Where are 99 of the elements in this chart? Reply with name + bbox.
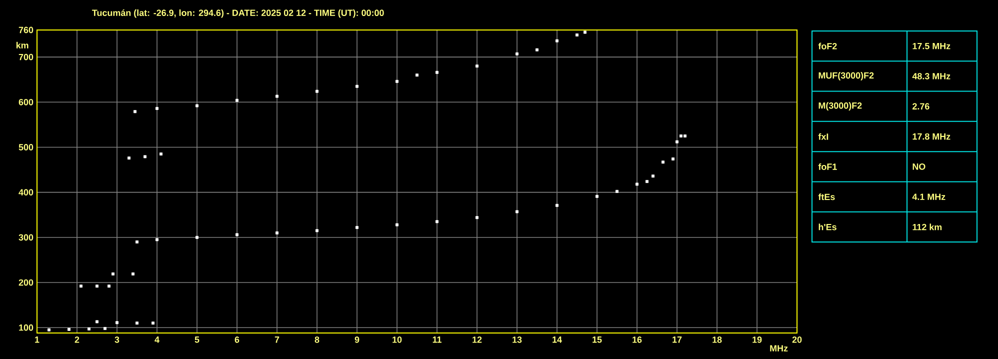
x-tick-label: 19: [752, 336, 762, 343]
point: [48, 328, 50, 332]
point: [196, 236, 198, 239]
point: [436, 220, 439, 224]
x-tick-label: 6: [234, 336, 240, 343]
point: [276, 94, 278, 98]
text: NO: [912, 163, 926, 170]
point: [160, 152, 162, 156]
point: [236, 98, 238, 102]
point: [684, 134, 687, 138]
x-tick-label: 13: [512, 336, 522, 343]
point: [128, 156, 130, 160]
y-tick-label: 760: [18, 26, 34, 34]
point: [516, 210, 519, 214]
point: [616, 190, 619, 193]
point: [672, 157, 675, 160]
x-tick-label: 3: [114, 336, 120, 343]
point: [556, 39, 559, 42]
x-tick-label: 16: [632, 336, 642, 343]
x-tick-label: 2: [74, 336, 80, 343]
x-tick-label: 10: [392, 336, 402, 343]
point: [576, 33, 579, 36]
x-tick-label: 8: [314, 336, 320, 343]
point: [652, 174, 655, 178]
text: 48.3 MHz: [912, 73, 950, 80]
y-axis-title: km: [16, 42, 28, 48]
point: [436, 70, 439, 74]
x-axis-title: MHz: [770, 345, 788, 352]
point: [476, 64, 479, 68]
y-tick-label: 100: [19, 324, 34, 331]
point: [536, 48, 539, 52]
y-tick-label: 300: [18, 234, 34, 241]
x-tick-label: 20: [792, 336, 802, 343]
y-tick-label: 700: [18, 54, 34, 60]
point: [596, 194, 599, 198]
point: [316, 90, 318, 93]
point: [396, 80, 399, 83]
category-label: M(3000)F2: [818, 102, 862, 111]
point: [476, 216, 479, 220]
y-tick-label: 400: [18, 189, 34, 196]
point: [104, 326, 106, 330]
point: [584, 30, 587, 34]
category-label: foF2: [818, 42, 837, 50]
point: [636, 182, 639, 186]
x-tick-label: 15: [592, 336, 602, 343]
point: [646, 180, 649, 183]
point: [676, 140, 679, 144]
point: [144, 155, 146, 158]
point: [396, 223, 399, 226]
text: 4.1 MHz: [912, 194, 946, 200]
x-tick-label: 5: [194, 336, 200, 343]
text: 112 km: [912, 224, 942, 230]
point: [68, 328, 70, 331]
x-tick-label: 7: [274, 336, 280, 343]
category-label: MUF(3000)F2: [818, 72, 874, 80]
y-tick-label: 500: [18, 144, 34, 150]
point: [132, 272, 134, 276]
point: [108, 284, 110, 288]
point: [316, 229, 318, 232]
category-label: ftEs: [818, 193, 835, 200]
point: [416, 74, 419, 77]
point: [116, 321, 118, 324]
point: [134, 110, 136, 114]
x-tick-label: 4: [154, 336, 160, 343]
category-label: fxI: [818, 133, 828, 140]
x-tick-label: 1: [35, 336, 40, 343]
x-tick-label: 12: [472, 336, 482, 343]
point: [88, 327, 90, 330]
point: [356, 84, 359, 88]
text: 17.8 MHz: [912, 133, 950, 140]
point: [156, 106, 158, 110]
point: [556, 204, 559, 207]
x-tick-label: 17: [672, 336, 682, 343]
point: [680, 134, 683, 138]
x-tick-label: 18: [712, 336, 722, 343]
point: [516, 52, 519, 56]
point: [276, 231, 278, 234]
point: [236, 233, 238, 236]
point: [156, 238, 158, 242]
point: [96, 320, 98, 324]
y-tick-label: 600: [18, 98, 34, 106]
text: 17.5 MHz: [912, 42, 950, 50]
chart-title: Tucumán (lat: -26.9, lon: 294.6) - DATE: 2025 02 12 - TIME (UT): 00:00: [92, 9, 384, 18]
point: [152, 322, 154, 325]
category-label: h'Es: [818, 224, 836, 230]
text: 2.76: [912, 103, 930, 110]
x-tick-label: 9: [354, 336, 360, 343]
point: [136, 322, 138, 325]
y-tick-label: 200: [18, 279, 34, 286]
point: [196, 104, 198, 108]
point: [356, 226, 359, 229]
point: [662, 160, 665, 164]
x-tick-label: 14: [552, 336, 562, 343]
point: [80, 284, 82, 288]
point: [136, 240, 138, 244]
x-tick-label: 11: [432, 336, 442, 343]
point: [96, 284, 98, 288]
category-label: foF1: [818, 163, 837, 170]
point: [112, 272, 114, 276]
